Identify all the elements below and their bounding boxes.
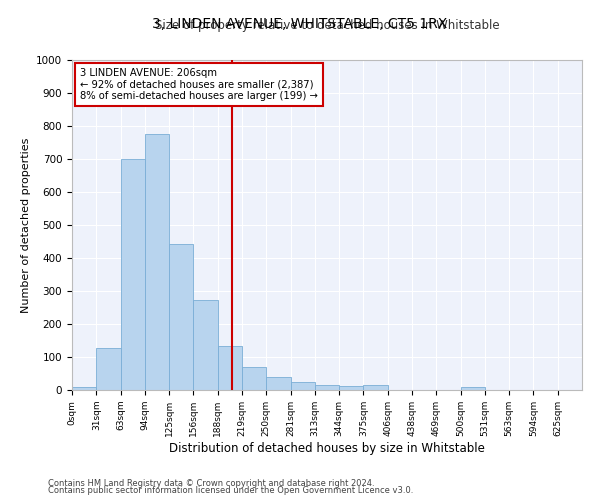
Bar (339, 386, 364, 390)
Bar (145, 134, 169, 390)
Bar (242, 367, 266, 390)
Bar (290, 382, 315, 390)
Bar (121, 159, 145, 390)
Title: Size of property relative to detached houses in Whitstable: Size of property relative to detached ho… (155, 20, 499, 32)
Bar (218, 346, 242, 390)
Bar (72, 388, 96, 390)
Bar (364, 385, 388, 390)
Bar (461, 386, 485, 390)
Bar (96, 348, 121, 390)
Text: Contains public sector information licensed under the Open Government Licence v3: Contains public sector information licen… (48, 486, 413, 495)
Text: 3, LINDEN AVENUE, WHITSTABLE, CT5 1RX: 3, LINDEN AVENUE, WHITSTABLE, CT5 1RX (152, 18, 448, 32)
Bar (266, 377, 290, 390)
Text: 3 LINDEN AVENUE: 206sqm
← 92% of detached houses are smaller (2,387)
8% of semi-: 3 LINDEN AVENUE: 206sqm ← 92% of detache… (80, 68, 317, 102)
Y-axis label: Number of detached properties: Number of detached properties (20, 138, 31, 312)
Text: Contains HM Land Registry data © Crown copyright and database right 2024.: Contains HM Land Registry data © Crown c… (48, 478, 374, 488)
X-axis label: Distribution of detached houses by size in Whitstable: Distribution of detached houses by size … (169, 442, 485, 454)
Bar (315, 385, 339, 390)
Bar (169, 244, 193, 390)
Bar (193, 300, 218, 390)
